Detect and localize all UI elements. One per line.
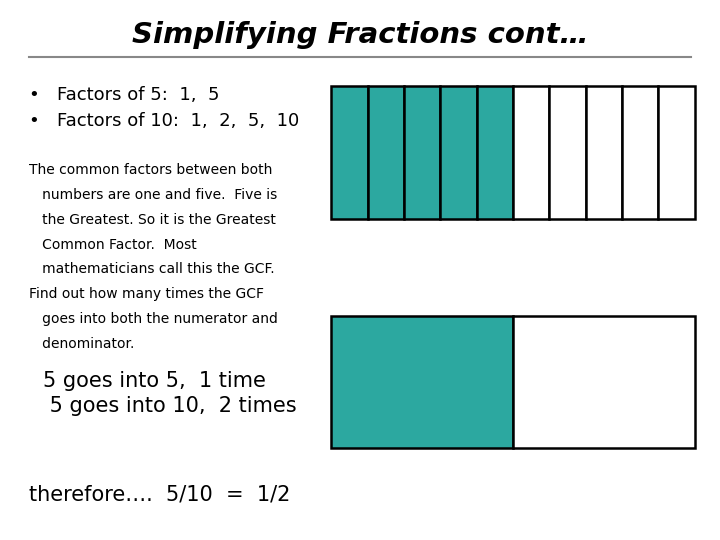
Text: 5 goes into 5,  1 time: 5 goes into 5, 1 time xyxy=(43,370,266,391)
Bar xyxy=(513,86,549,219)
Bar xyxy=(404,86,441,219)
Bar xyxy=(331,86,368,219)
Text: The common factors between both: The common factors between both xyxy=(29,163,272,177)
Bar xyxy=(368,86,404,219)
Bar xyxy=(441,86,477,219)
Bar xyxy=(549,86,586,219)
Bar xyxy=(513,316,695,448)
Bar xyxy=(586,86,622,219)
Text: Simplifying Fractions cont…: Simplifying Fractions cont… xyxy=(132,21,588,49)
Text: 5 goes into 10,  2 times: 5 goes into 10, 2 times xyxy=(43,396,297,416)
Text: the Greatest. So it is the Greatest: the Greatest. So it is the Greatest xyxy=(29,213,276,227)
Bar xyxy=(331,316,513,448)
Text: Common Factor.  Most: Common Factor. Most xyxy=(29,238,197,252)
Text: goes into both the numerator and: goes into both the numerator and xyxy=(29,312,278,326)
Bar xyxy=(477,86,513,219)
Text: Find out how many times the GCF: Find out how many times the GCF xyxy=(29,287,264,301)
Text: denominator.: denominator. xyxy=(29,337,134,351)
Text: mathematicians call this the GCF.: mathematicians call this the GCF. xyxy=(29,262,274,276)
Text: •   Factors of 5:  1,  5: • Factors of 5: 1, 5 xyxy=(29,85,220,104)
Text: •   Factors of 10:  1,  2,  5,  10: • Factors of 10: 1, 2, 5, 10 xyxy=(29,112,299,131)
Bar xyxy=(622,86,659,219)
Text: therefore….  5/10  =  1/2: therefore…. 5/10 = 1/2 xyxy=(29,484,290,504)
Text: numbers are one and five.  Five is: numbers are one and five. Five is xyxy=(29,188,277,202)
Bar xyxy=(659,86,695,219)
